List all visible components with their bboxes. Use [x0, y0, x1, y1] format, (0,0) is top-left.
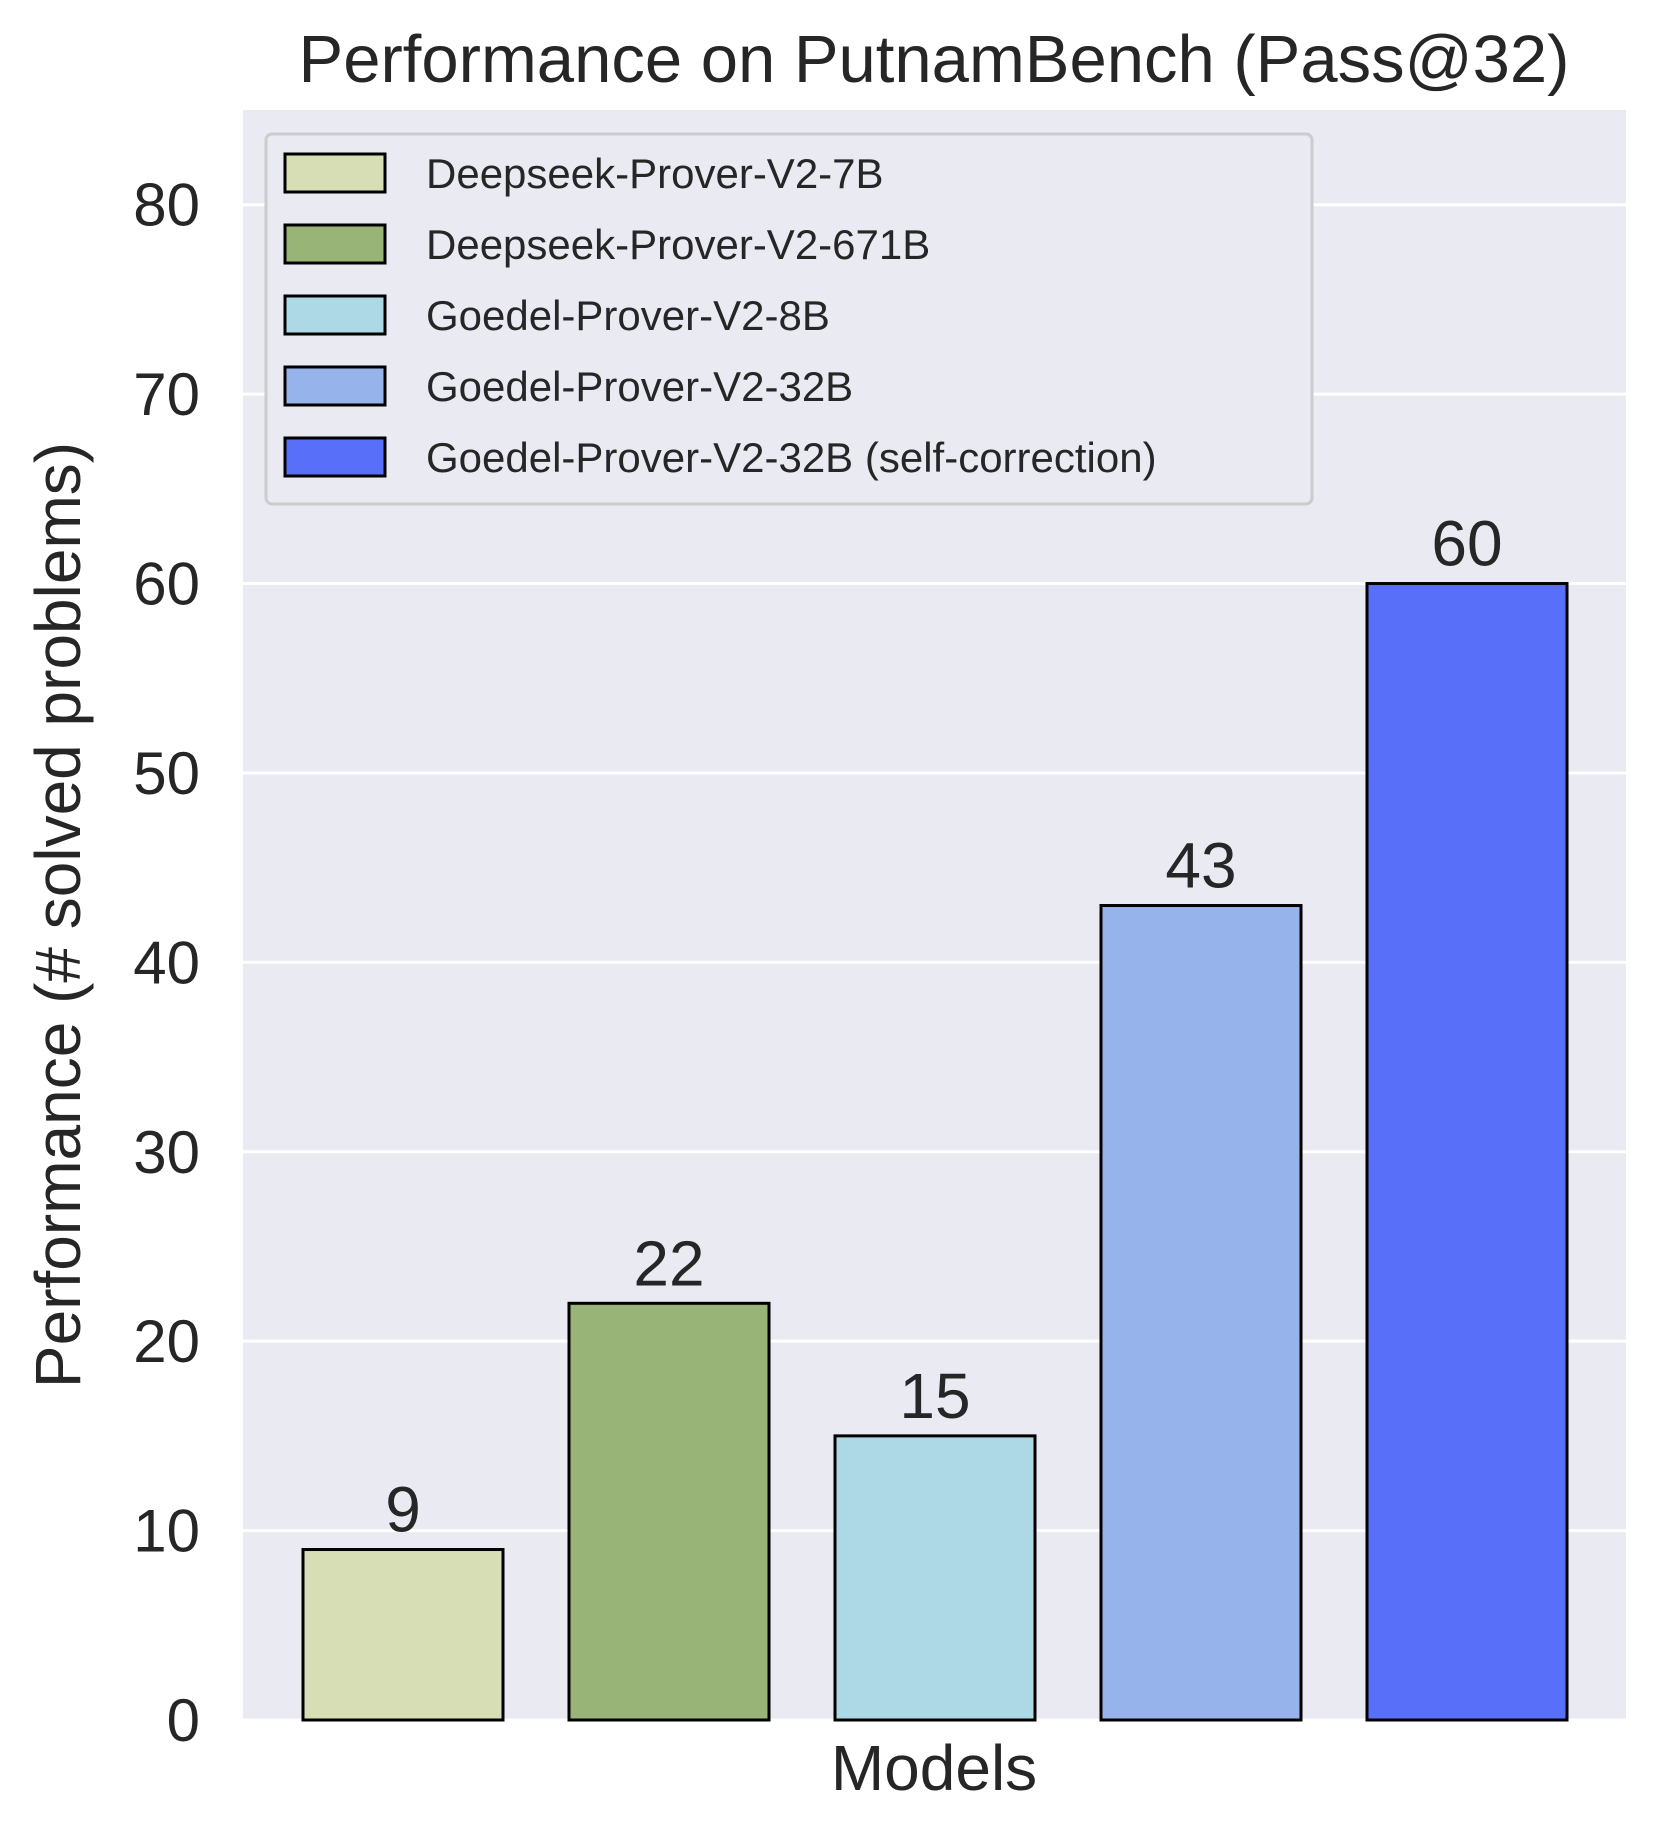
legend-entry-label: Goedel-Prover-V2-32B: [426, 363, 853, 410]
bar-value-label: 22: [633, 1227, 704, 1299]
bar: [833, 1434, 1037, 1722]
x-axis-label: Models: [831, 1732, 1037, 1804]
y-axis-label: Performance (# solved problems): [22, 442, 94, 1388]
y-tick-label: 60: [133, 551, 200, 618]
legend-entry-label: Goedel-Prover-V2-32B (self-correction): [426, 434, 1157, 481]
bar-value-labels: 9 22 15 43 60: [385, 508, 1502, 1546]
bar: [1099, 904, 1303, 1722]
legend-swatch: [283, 223, 387, 265]
y-tick-label: 10: [133, 1498, 200, 1565]
y-tick-label: 40: [133, 929, 200, 996]
y-tick-label: 0: [167, 1687, 200, 1754]
legend-swatch: [283, 436, 387, 478]
bar-value-label: 9: [385, 1474, 421, 1546]
y-tick-label: 80: [133, 172, 200, 239]
y-axis-ticks: 0 10 20 30 40 50 60 70 80: [133, 172, 200, 1754]
y-tick-label: 20: [133, 1308, 200, 1375]
chart-title: Performance on PutnamBench (Pass@32): [299, 22, 1570, 97]
bars: [301, 582, 1569, 1722]
legend-swatch: [283, 294, 387, 336]
legend-entry-label: Deepseek-Prover-V2-671B: [426, 221, 930, 268]
bar: [301, 1548, 505, 1722]
y-tick-label: 30: [133, 1119, 200, 1186]
legend-entry-label: Deepseek-Prover-V2-7B: [426, 150, 884, 197]
bar: [1365, 582, 1569, 1722]
legend: Deepseek-Prover-V2-7B Deepseek-Prover-V2-…: [264, 132, 1314, 506]
bar: [567, 1301, 771, 1722]
legend-frame: [264, 132, 1314, 506]
legend-swatch: [283, 365, 387, 407]
legend-entry-label: Goedel-Prover-V2-8B: [426, 292, 830, 339]
bar-value-label: 43: [1165, 830, 1236, 902]
legend-swatch: [283, 152, 387, 194]
bar-value-label: 60: [1431, 508, 1502, 580]
y-tick-label: 50: [133, 740, 200, 807]
bar-value-label: 15: [899, 1360, 970, 1432]
y-tick-label: 70: [133, 361, 200, 428]
